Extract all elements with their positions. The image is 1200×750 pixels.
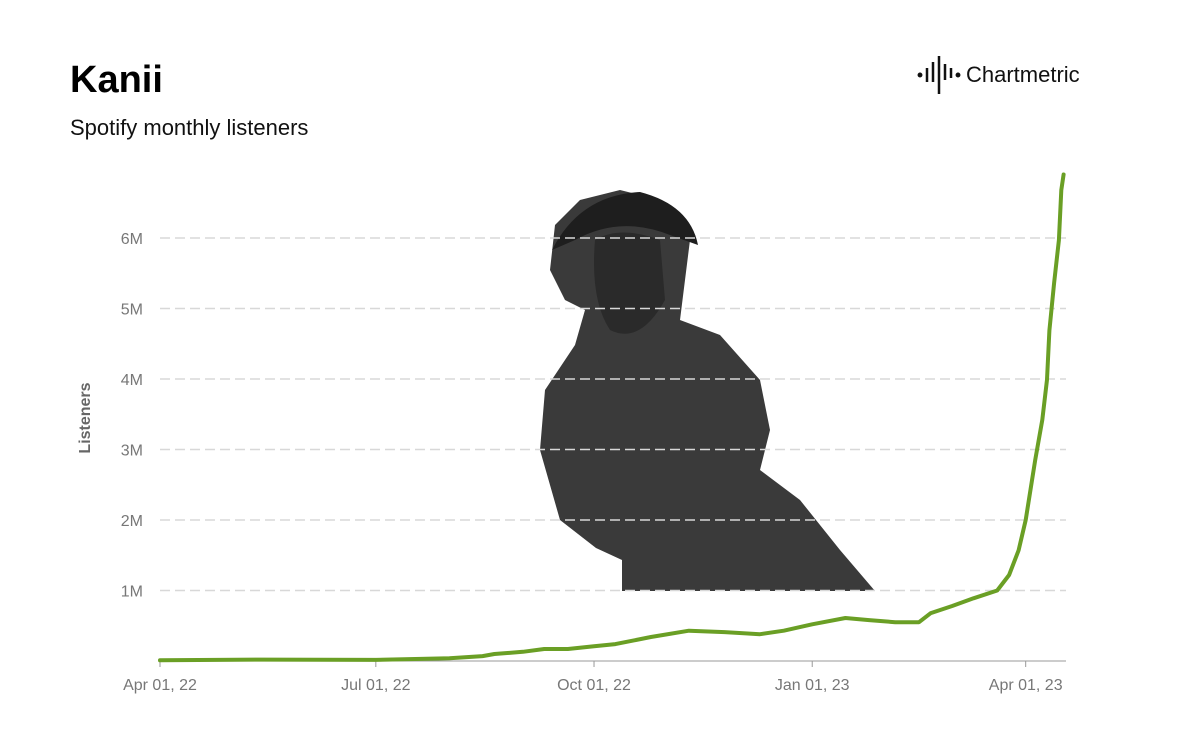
y-tick-label: 6M <box>121 231 143 248</box>
y-tick-label: 4M <box>121 372 143 389</box>
chart-subtitle: Spotify monthly listeners <box>70 115 308 140</box>
y-axis-label: Listeners <box>77 382 94 453</box>
series-line <box>158 172 1066 663</box>
x-tick-label: Jul 01, 22 <box>341 677 410 694</box>
logo-icon <box>917 56 961 94</box>
x-tick-label: Oct 01, 22 <box>557 677 631 694</box>
x-tick-label: Apr 01, 23 <box>989 677 1063 694</box>
y-tick-label: 1M <box>121 584 143 601</box>
chart-title: Kanii <box>70 59 163 101</box>
y-tick-label: 5M <box>121 302 143 319</box>
logo-text: Chartmetric <box>966 62 1080 87</box>
y-tick-label: 3M <box>121 443 143 460</box>
x-tick-label: Jan 01, 23 <box>775 677 850 694</box>
x-tick-label: Apr 01, 22 <box>123 677 197 694</box>
y-tick-label: 2M <box>121 513 143 530</box>
